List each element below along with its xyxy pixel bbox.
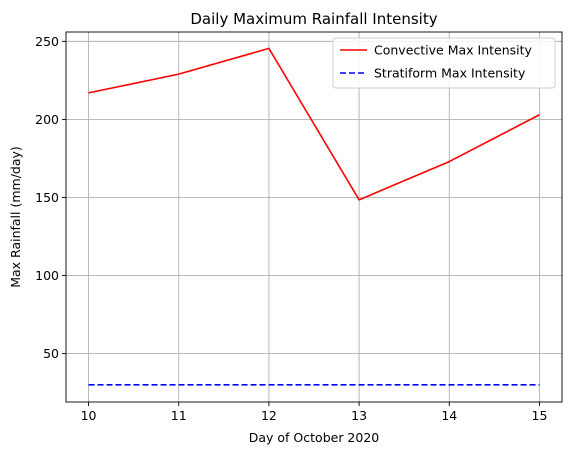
x-tick-label: 10 <box>81 408 97 423</box>
series-layer <box>88 48 539 385</box>
x-tick-label: 14 <box>441 408 457 423</box>
y-axis-label: Max Rainfall (mm/day) <box>8 146 23 288</box>
y-tick-label: 200 <box>35 112 59 127</box>
legend-label-stratiform: Stratiform Max Intensity <box>374 66 526 81</box>
y-tick-label: 250 <box>35 34 59 49</box>
x-tick-label: 15 <box>532 408 548 423</box>
x-tick-label: 13 <box>351 408 367 423</box>
legend: Convective Max Intensity Stratiform Max … <box>333 38 555 88</box>
legend-label-convective: Convective Max Intensity <box>374 43 533 58</box>
x-axis-label: Day of October 2020 <box>249 430 380 445</box>
x-tick-label: 11 <box>171 408 187 423</box>
y-tick-label: 150 <box>35 190 59 205</box>
y-tick-label: 100 <box>35 268 59 283</box>
y-tick-label: 50 <box>43 346 59 361</box>
chart-title: Daily Maximum Rainfall Intensity <box>190 10 437 28</box>
x-tick-label: 12 <box>261 408 277 423</box>
ticks-layer: 10 11 12 13 14 15 50 100 150 200 250 <box>35 34 547 423</box>
